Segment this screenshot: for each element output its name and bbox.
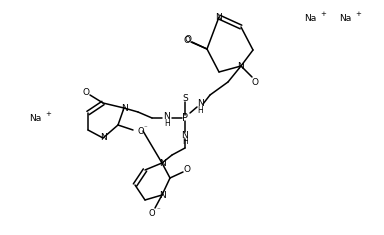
Text: O: O (149, 208, 155, 218)
Text: O: O (138, 126, 145, 136)
Text: +: + (320, 11, 326, 17)
Text: ⁻: ⁻ (144, 125, 148, 131)
Text: N: N (159, 158, 166, 168)
Text: O: O (184, 165, 190, 175)
Text: N: N (216, 12, 222, 21)
Text: P: P (182, 113, 188, 123)
Text: O: O (184, 35, 190, 44)
Text: +: + (45, 111, 51, 117)
Text: N: N (121, 103, 127, 113)
Text: H: H (164, 118, 170, 128)
Text: N: N (238, 62, 244, 70)
Text: H: H (182, 137, 188, 146)
Text: ⁻: ⁻ (157, 207, 161, 213)
Text: O: O (252, 78, 258, 86)
Text: N: N (99, 133, 106, 142)
Text: H: H (197, 106, 203, 114)
Text: N: N (159, 191, 166, 200)
Text: Na: Na (339, 13, 351, 23)
Text: O: O (184, 35, 192, 43)
Text: N: N (164, 111, 170, 121)
Text: O: O (83, 87, 89, 97)
Text: S: S (182, 94, 188, 102)
Text: Na: Na (304, 13, 316, 23)
Text: N: N (182, 130, 189, 140)
Text: Na: Na (29, 114, 41, 122)
Text: N: N (197, 98, 204, 107)
Text: +: + (355, 11, 361, 17)
